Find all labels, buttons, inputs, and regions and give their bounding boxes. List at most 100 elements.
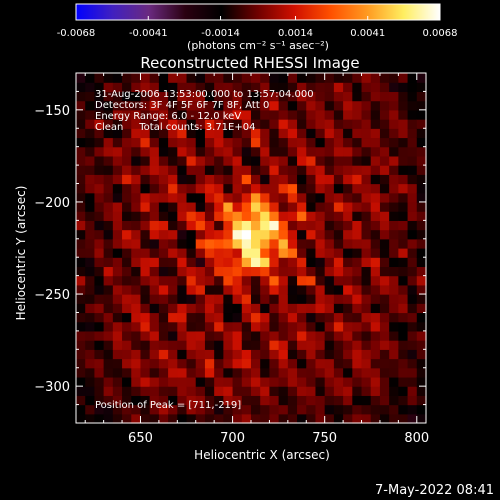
x-tick-label: 800 <box>404 431 429 446</box>
heatmap-cell <box>177 275 188 286</box>
heatmap-cell <box>168 146 178 157</box>
heatmap-cell <box>333 82 344 93</box>
heatmap-cell <box>195 367 206 378</box>
heatmap-cell <box>269 109 280 120</box>
heatmap-cell <box>103 303 114 314</box>
heatmap-cell <box>269 229 280 240</box>
heatmap-cell <box>214 174 224 185</box>
heatmap-cell <box>370 386 381 396</box>
heatmap-cell <box>297 266 307 277</box>
heatmap-cell <box>131 229 142 240</box>
heatmap-cell <box>232 128 243 139</box>
heatmap-cell <box>306 91 317 102</box>
heatmap-cell <box>85 275 96 286</box>
heatmap-cell <box>389 358 399 369</box>
heatmap-cell <box>306 395 317 406</box>
heatmap-cell <box>204 358 215 369</box>
heatmap-cell <box>389 155 399 166</box>
heatmap-cell <box>131 73 142 83</box>
heatmap-cell <box>112 146 123 157</box>
heatmap-cell <box>315 155 326 166</box>
heatmap-cell <box>379 257 390 268</box>
heatmap-cell <box>333 174 344 185</box>
heatmap-cell <box>103 73 114 83</box>
heatmap-cell <box>85 395 96 406</box>
heatmap-cell <box>379 100 390 111</box>
heatmap-cell <box>85 211 96 221</box>
heatmap-cell <box>343 294 353 304</box>
heatmap-cell <box>269 174 280 185</box>
heatmap-cell <box>103 137 114 148</box>
heatmap-cell <box>204 137 215 148</box>
heatmap-cell <box>287 395 298 406</box>
heatmap-cell <box>315 367 326 378</box>
heatmap-cell <box>223 303 234 314</box>
heatmap-cell <box>94 340 105 350</box>
heatmap-cell <box>214 358 224 369</box>
heatmap-cell <box>260 248 271 258</box>
heatmap-cell <box>140 321 151 332</box>
heatmap-cell <box>241 358 252 369</box>
heatmap-cell <box>204 303 215 314</box>
heatmap-cell <box>204 220 215 231</box>
heatmap-cell <box>324 395 335 406</box>
heatmap-cell <box>333 376 344 387</box>
heatmap-cell <box>278 229 289 240</box>
heatmap-cell <box>232 395 243 406</box>
heatmap-cell <box>306 275 317 286</box>
heatmap-cell <box>140 238 151 249</box>
heatmap-cell <box>149 303 160 314</box>
heatmap-cell <box>416 229 427 240</box>
heatmap-cell <box>361 119 372 129</box>
heatmap-cell <box>140 284 151 295</box>
annotation-peak-position: Position of Peak = [711,-219] <box>95 400 241 411</box>
heatmap-cell <box>168 174 178 185</box>
heatmap-cell <box>352 165 363 175</box>
heatmap-cell <box>112 100 123 111</box>
heatmap-cell <box>103 330 114 341</box>
heatmap-cell <box>333 229 344 240</box>
heatmap-cell <box>122 220 132 231</box>
heatmap-cell <box>158 340 169 350</box>
heatmap-cell <box>260 395 271 406</box>
heatmap-cell <box>361 275 372 286</box>
heatmap-cell <box>214 303 224 314</box>
heatmap-cell <box>251 284 261 295</box>
heatmap-cell <box>379 201 390 212</box>
heatmap-cell <box>352 312 363 323</box>
colorbar-tick-label: 0.0014 <box>278 28 313 39</box>
heatmap-cell <box>186 321 197 332</box>
heatmap-cell <box>195 174 206 185</box>
heatmap-cell <box>389 257 399 268</box>
heatmap-cell <box>333 73 344 83</box>
heatmap-cell <box>223 192 234 203</box>
heatmap-cell <box>195 266 206 277</box>
heatmap-cell <box>324 128 335 139</box>
heatmap-cell <box>204 367 215 378</box>
heatmap-cell <box>361 220 372 231</box>
heatmap-cell <box>287 174 298 185</box>
heatmap-cell <box>315 211 326 221</box>
heatmap-cell <box>398 275 409 286</box>
heatmap-cell <box>168 404 178 415</box>
heatmap-cell <box>333 248 344 258</box>
heatmap-cell <box>204 284 215 295</box>
heatmap-cell <box>177 367 188 378</box>
heatmap-cell <box>416 109 427 120</box>
heatmap-cell <box>269 100 280 111</box>
heatmap-cell <box>389 284 399 295</box>
heatmap-cell <box>232 275 243 286</box>
heatmap-cell <box>204 73 215 83</box>
heatmap-cell <box>158 220 169 231</box>
heatmap-cell <box>278 91 289 102</box>
heatmap-cell <box>168 395 178 406</box>
heatmap-cell <box>389 174 399 185</box>
heatmap-cell <box>140 248 151 258</box>
heatmap-cell <box>85 248 96 258</box>
heatmap-cell <box>278 257 289 268</box>
heatmap-cell <box>76 340 86 350</box>
y-tick-label: −250 <box>34 288 70 303</box>
heatmap-cell <box>85 238 96 249</box>
heatmap-cell <box>214 284 224 295</box>
heatmap-cell <box>407 340 418 350</box>
